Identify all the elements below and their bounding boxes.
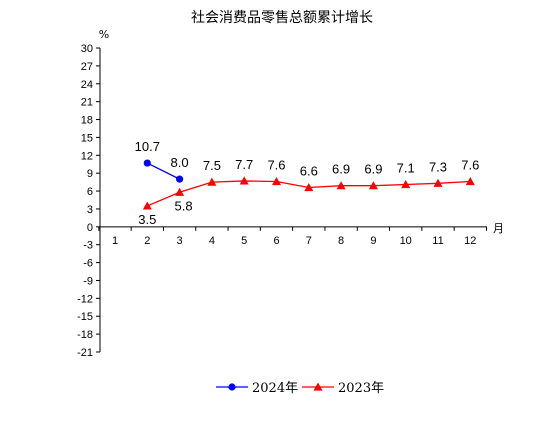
- y-tick-label: 15: [81, 132, 93, 144]
- y-tick-label: -9: [83, 275, 93, 287]
- x-tick-label: 3: [177, 235, 183, 247]
- data-point-triangle: [142, 201, 152, 210]
- legend-label: 2024年: [252, 381, 298, 396]
- y-tick-label: -21: [77, 347, 93, 359]
- y-tick-label: 30: [81, 43, 93, 55]
- data-label: 7.1: [397, 161, 415, 176]
- data-point-triangle: [304, 182, 314, 192]
- chart-title: 社会消费品零售总额累计增长: [191, 10, 373, 26]
- x-tick-label: 4: [209, 235, 215, 247]
- legend-item-0: 2024年: [216, 381, 298, 396]
- x-tick-label: 5: [241, 235, 247, 247]
- y-tick-label: 6: [87, 186, 93, 198]
- x-tick-label: 9: [370, 235, 376, 247]
- y-tick-label: 24: [81, 79, 93, 91]
- data-point-circle: [228, 383, 236, 391]
- x-tick-label: 11: [432, 235, 443, 247]
- x-tick-label: 2: [144, 235, 150, 247]
- data-label: 6.9: [332, 162, 350, 177]
- y-tick-label: -12: [77, 293, 93, 305]
- y-tick-label: 3: [87, 204, 93, 216]
- y-axis-unit: %: [99, 28, 109, 41]
- data-point-triangle: [465, 177, 475, 186]
- data-point-triangle: [401, 180, 411, 189]
- x-tick-label: 12: [464, 235, 476, 247]
- data-label: 7.5: [203, 158, 221, 173]
- data-label: 7.7: [235, 157, 253, 172]
- x-tick-label: 1: [112, 235, 118, 247]
- data-point-triangle: [336, 181, 346, 190]
- data-point-triangle: [175, 187, 185, 196]
- y-tick-label: 9: [87, 168, 93, 180]
- y-tick-label: 21: [81, 97, 93, 109]
- y-tick-label: 27: [81, 61, 93, 73]
- x-tick-label: 6: [273, 235, 279, 247]
- data-label: 7.6: [267, 158, 285, 173]
- data-point-circle: [143, 159, 151, 167]
- x-tick-label: 7: [306, 235, 312, 247]
- data-point-triangle: [239, 176, 249, 185]
- legend-label: 2023年: [338, 381, 384, 396]
- data-point-circle: [176, 175, 184, 183]
- series-0: 10.7 8.0: [135, 139, 189, 183]
- data-point-triangle: [433, 178, 443, 187]
- y-tick-label: 18: [81, 115, 93, 127]
- legend: 2024年 2023年: [216, 381, 384, 396]
- y-tick-label: 0: [87, 222, 93, 234]
- x-tick-label: 8: [338, 235, 344, 247]
- y-tick-label: -6: [83, 258, 93, 270]
- data-label: 3.5: [138, 212, 156, 227]
- y-tick-label: 12: [81, 150, 93, 162]
- data-point-triangle: [368, 181, 378, 190]
- data-label: 6.9: [364, 162, 382, 177]
- y-tick-label: -15: [77, 311, 93, 323]
- x-axis-unit: 月: [493, 222, 504, 235]
- y-tick-label: -18: [77, 329, 93, 341]
- data-point-triangle: [207, 177, 217, 186]
- data-label: 10.7: [135, 139, 160, 154]
- data-label: 8.0: [171, 155, 189, 170]
- data-label: 7.3: [429, 159, 447, 174]
- y-tick-label: -3: [83, 240, 93, 252]
- series-1: 3.5 5.8 7.5 7.7 7.6 6.6 6.9 6.9 7.1 7.3 7.6: [138, 157, 479, 227]
- series-layer: 10.7 8.0 3.5 5.8 7.5 7.7 7.6 6.6 6.9 6.9 7.1 7.3 7.6: [135, 139, 480, 227]
- data-label: 7.6: [461, 158, 479, 173]
- data-label: 5.8: [175, 198, 193, 213]
- data-point-triangle: [272, 177, 281, 186]
- data-point-triangle: [313, 382, 323, 391]
- x-tick-label: 10: [400, 235, 412, 247]
- data-label: 6.6: [300, 163, 318, 178]
- legend-item-1: 2023年: [302, 381, 384, 396]
- series-line: [147, 162, 180, 180]
